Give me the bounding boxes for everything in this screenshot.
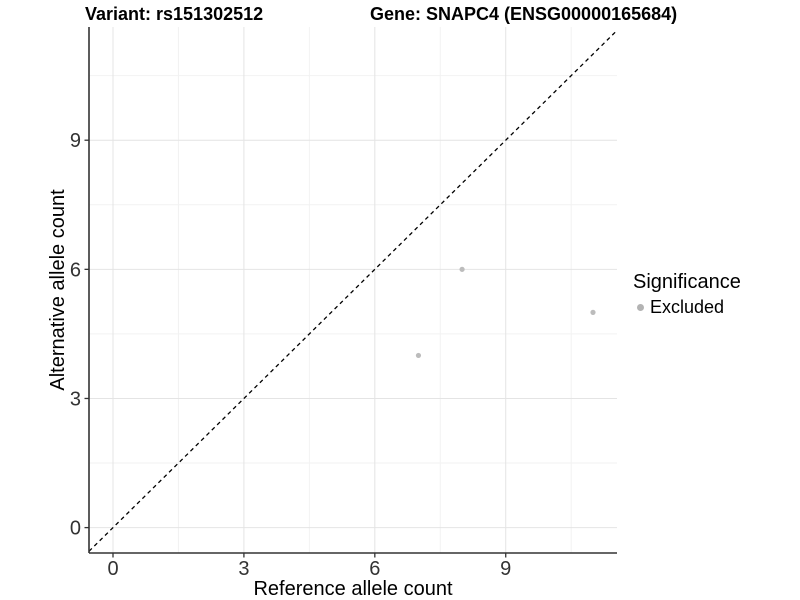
x-tick-label: 0 [107,558,118,580]
legend-item-excluded: Excluded [637,297,741,318]
legend-title: Significance [633,271,741,293]
y-axis-title: Alternative allele count [47,189,69,391]
legend: Significance Excluded [633,271,741,318]
legend-point-icon [637,304,644,311]
legend-item-label: Excluded [650,297,725,317]
data-point [415,352,422,359]
x-axis-title: Reference allele count [253,578,452,600]
identity-dashed-line [88,29,618,552]
data-point [459,266,465,272]
x-tick-label: 9 [500,558,511,580]
plot-title-gene: Gene: SNAPC4 (ENSG00000165684) [370,4,678,24]
x-tick-label: 3 [238,558,249,580]
y-tick-label: 9 [70,130,81,152]
data-point [590,309,596,315]
y-tick-label: 6 [70,259,81,281]
plot-title-variant: Variant: rs151302512 [85,4,264,24]
x-tick-label: 6 [369,558,380,580]
y-tick-label: 0 [70,518,81,540]
y-tick-label: 3 [70,388,81,410]
